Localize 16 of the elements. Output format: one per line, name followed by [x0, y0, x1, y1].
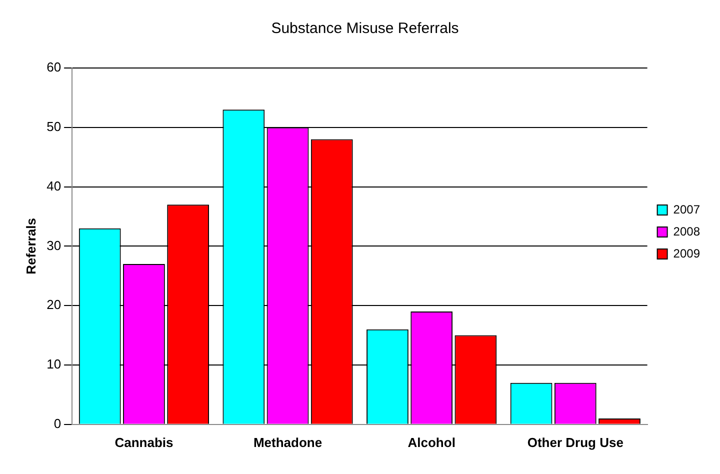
legend-label: 2007: [673, 202, 700, 216]
y-tick-label: 50: [46, 118, 62, 134]
x-tick-label: Other Drug Use: [527, 434, 624, 450]
y-tick-label: 20: [46, 297, 62, 312]
y-tick-label: 40: [46, 178, 62, 194]
y-tick-label: 60: [46, 60, 62, 75]
legend-label: 2009: [673, 246, 700, 260]
chart-title: Substance Misuse Referrals: [271, 20, 459, 38]
x-tick-label: Cannabis: [114, 434, 174, 450]
y-tick-label: 30: [46, 238, 62, 253]
y-axis-title: Referrals: [23, 218, 38, 274]
x-tick-label: Alcohol: [408, 434, 456, 450]
y-tick-label: 0: [54, 416, 62, 431]
y-tick-label: 10: [46, 356, 62, 372]
x-tick-label: Methadone: [253, 434, 322, 450]
legend-label: 2008: [673, 224, 700, 238]
